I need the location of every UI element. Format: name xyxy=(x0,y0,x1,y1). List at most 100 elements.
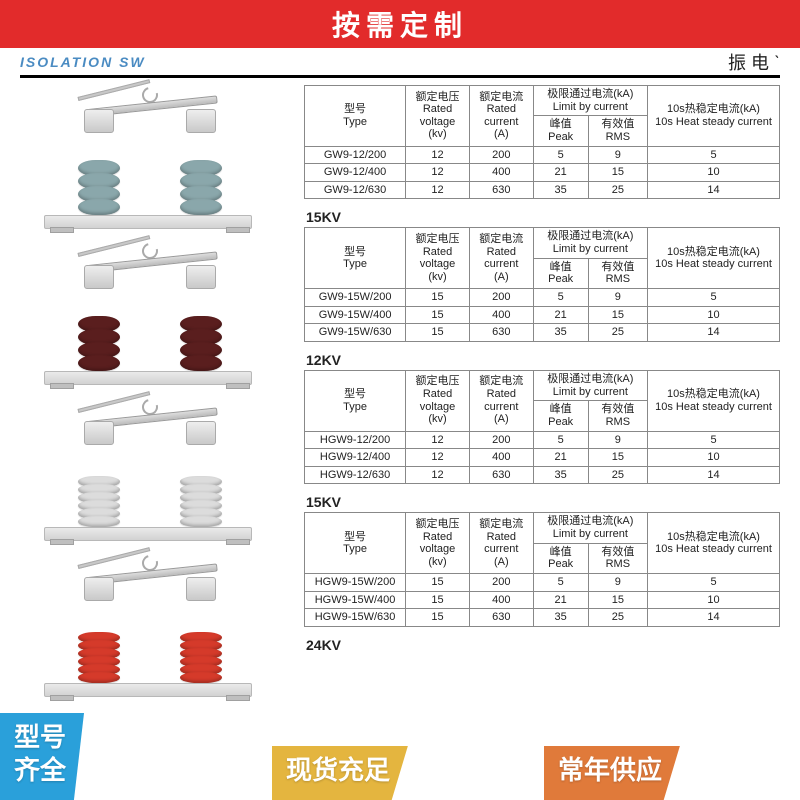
table-row: GW9-15W/20015200595 xyxy=(305,289,780,307)
cell-current: 630 xyxy=(469,609,533,627)
base-foot-left xyxy=(50,695,74,701)
table-row: HGW9-15W/20015200595 xyxy=(305,574,780,592)
cell-voltage: 12 xyxy=(406,466,470,484)
th-heat-zh: 10s热稳定电流(kA) xyxy=(667,246,760,258)
th-current-unit: (A) xyxy=(494,271,509,283)
operating-arm xyxy=(78,391,151,413)
cell-type: HGW9-15W/400 xyxy=(305,591,406,609)
insulator-shed xyxy=(180,672,222,683)
insulator-shed xyxy=(78,516,120,527)
cell-peak: 21 xyxy=(533,164,588,182)
table-row: GW9-15W/63015630352514 xyxy=(305,324,780,342)
clamp-right xyxy=(186,265,216,289)
th-heat-zh: 10s热稳定电流(kA) xyxy=(667,103,760,115)
th-voltage-en: Rated voltage xyxy=(420,246,455,271)
clamp-left xyxy=(84,421,114,445)
insulator-right xyxy=(180,613,222,683)
cell-rms: 9 xyxy=(588,146,647,164)
th-heat-en: 10s Heat steady current xyxy=(655,116,772,128)
cell-heat: 14 xyxy=(648,324,780,342)
cell-peak: 21 xyxy=(533,591,588,609)
badge-line: 现货充足 xyxy=(286,755,390,785)
cell-peak: 21 xyxy=(533,449,588,467)
th-current-unit: (A) xyxy=(494,128,509,140)
spec-group-1: 型号Type 额定电压Rated voltage(kv) 额定电流Rated c… xyxy=(304,85,780,199)
switch-drawing-1 xyxy=(20,89,280,237)
cell-peak: 35 xyxy=(533,609,588,627)
th-current-en: Rated current xyxy=(484,246,518,271)
badge-line: 常年供应 xyxy=(558,755,662,785)
header-left-label: ISOLATION SW xyxy=(20,54,146,70)
cell-voltage: 12 xyxy=(406,431,470,449)
cell-heat: 10 xyxy=(648,164,780,182)
image-column xyxy=(20,85,300,730)
cell-rms: 25 xyxy=(588,324,647,342)
th-current-zh: 额定电流 xyxy=(479,233,523,245)
cell-rms: 25 xyxy=(588,609,647,627)
mounting-base xyxy=(44,371,252,385)
table-row: HGW9-12/40012400211510 xyxy=(305,449,780,467)
spec-group-3: 12KV 型号Type 额定电压Rated voltage(kv) 额定电流Ra… xyxy=(304,348,780,484)
th-type-en: Type xyxy=(343,116,367,128)
th-voltage-unit: (kv) xyxy=(428,413,446,425)
cell-heat: 14 xyxy=(648,609,780,627)
operating-arm xyxy=(78,235,151,257)
cell-current: 400 xyxy=(469,591,533,609)
base-foot-right xyxy=(226,227,250,233)
header-strip: ISOLATION SW 振 电 ˋ xyxy=(20,48,780,78)
cell-peak: 35 xyxy=(533,324,588,342)
group-caption: 24KV xyxy=(306,637,780,653)
spec-group-2: 15KV 型号Type 额定电压Rated voltage(kv) 额定电流Ra… xyxy=(304,205,780,341)
th-heat-zh: 10s热稳定电流(kA) xyxy=(667,388,760,400)
cell-heat: 5 xyxy=(648,431,780,449)
insulator-right xyxy=(180,145,222,215)
th-heat: 10s热稳定电流(kA)10s Heat steady current xyxy=(648,370,780,431)
operating-arm xyxy=(78,79,151,101)
insulator-shed xyxy=(78,355,120,371)
insulator-right xyxy=(180,457,222,527)
th-current-unit: (A) xyxy=(494,413,509,425)
th-current-zh: 额定电流 xyxy=(479,375,523,387)
cell-rms: 15 xyxy=(588,449,647,467)
th-limit-en: Limit by current xyxy=(553,243,628,255)
th-rms-en: RMS xyxy=(606,273,630,285)
cell-heat: 5 xyxy=(648,574,780,592)
table-row: HGW9-12/20012200595 xyxy=(305,431,780,449)
clamp-right xyxy=(186,421,216,445)
th-current-en: Rated current xyxy=(484,531,518,556)
th-peak-en: Peak xyxy=(548,273,573,285)
switch-drawing-2 xyxy=(20,245,280,393)
insulator-shed xyxy=(180,199,222,215)
cell-heat: 10 xyxy=(648,591,780,609)
spec-table-2: 型号Type 额定电压Rated voltage(kv) 额定电流Rated c… xyxy=(304,227,780,341)
cell-rms: 25 xyxy=(588,466,647,484)
th-peak: 峰值Peak xyxy=(533,543,588,573)
th-peak: 峰值Peak xyxy=(533,116,588,146)
cell-voltage: 15 xyxy=(406,574,470,592)
th-type: 型号Type xyxy=(305,228,406,289)
cell-peak: 5 xyxy=(533,289,588,307)
th-heat-zh: 10s热稳定电流(kA) xyxy=(667,531,760,543)
th-heat-en: 10s Heat steady current xyxy=(655,258,772,270)
top-banner-text: 按需定制 xyxy=(332,4,468,44)
cell-peak: 5 xyxy=(533,574,588,592)
header-right-label: 振 电 ˋ xyxy=(728,49,780,75)
th-heat: 10s热稳定电流(kA)10s Heat steady current xyxy=(648,228,780,289)
cell-rms: 15 xyxy=(588,306,647,324)
table-row: GW9-15W/40015400211510 xyxy=(305,306,780,324)
th-rms-en: RMS xyxy=(606,558,630,570)
insulator-shed xyxy=(180,516,222,527)
table-row: GW9-12/20012200595 xyxy=(305,146,780,164)
th-type-en: Type xyxy=(343,401,367,413)
table-row: HGW9-15W/40015400211510 xyxy=(305,591,780,609)
th-voltage-unit: (kv) xyxy=(428,271,446,283)
th-peak-zh: 峰值 xyxy=(550,118,572,130)
th-heat-en: 10s Heat steady current xyxy=(655,543,772,555)
th-limit-en: Limit by current xyxy=(553,386,628,398)
cell-voltage: 12 xyxy=(406,146,470,164)
cell-type: GW9-15W/200 xyxy=(305,289,406,307)
th-voltage: 额定电压Rated voltage(kv) xyxy=(406,86,470,147)
th-voltage-en: Rated voltage xyxy=(420,388,455,413)
insulator-left xyxy=(78,613,120,683)
th-voltage-zh: 额定电压 xyxy=(416,233,460,245)
